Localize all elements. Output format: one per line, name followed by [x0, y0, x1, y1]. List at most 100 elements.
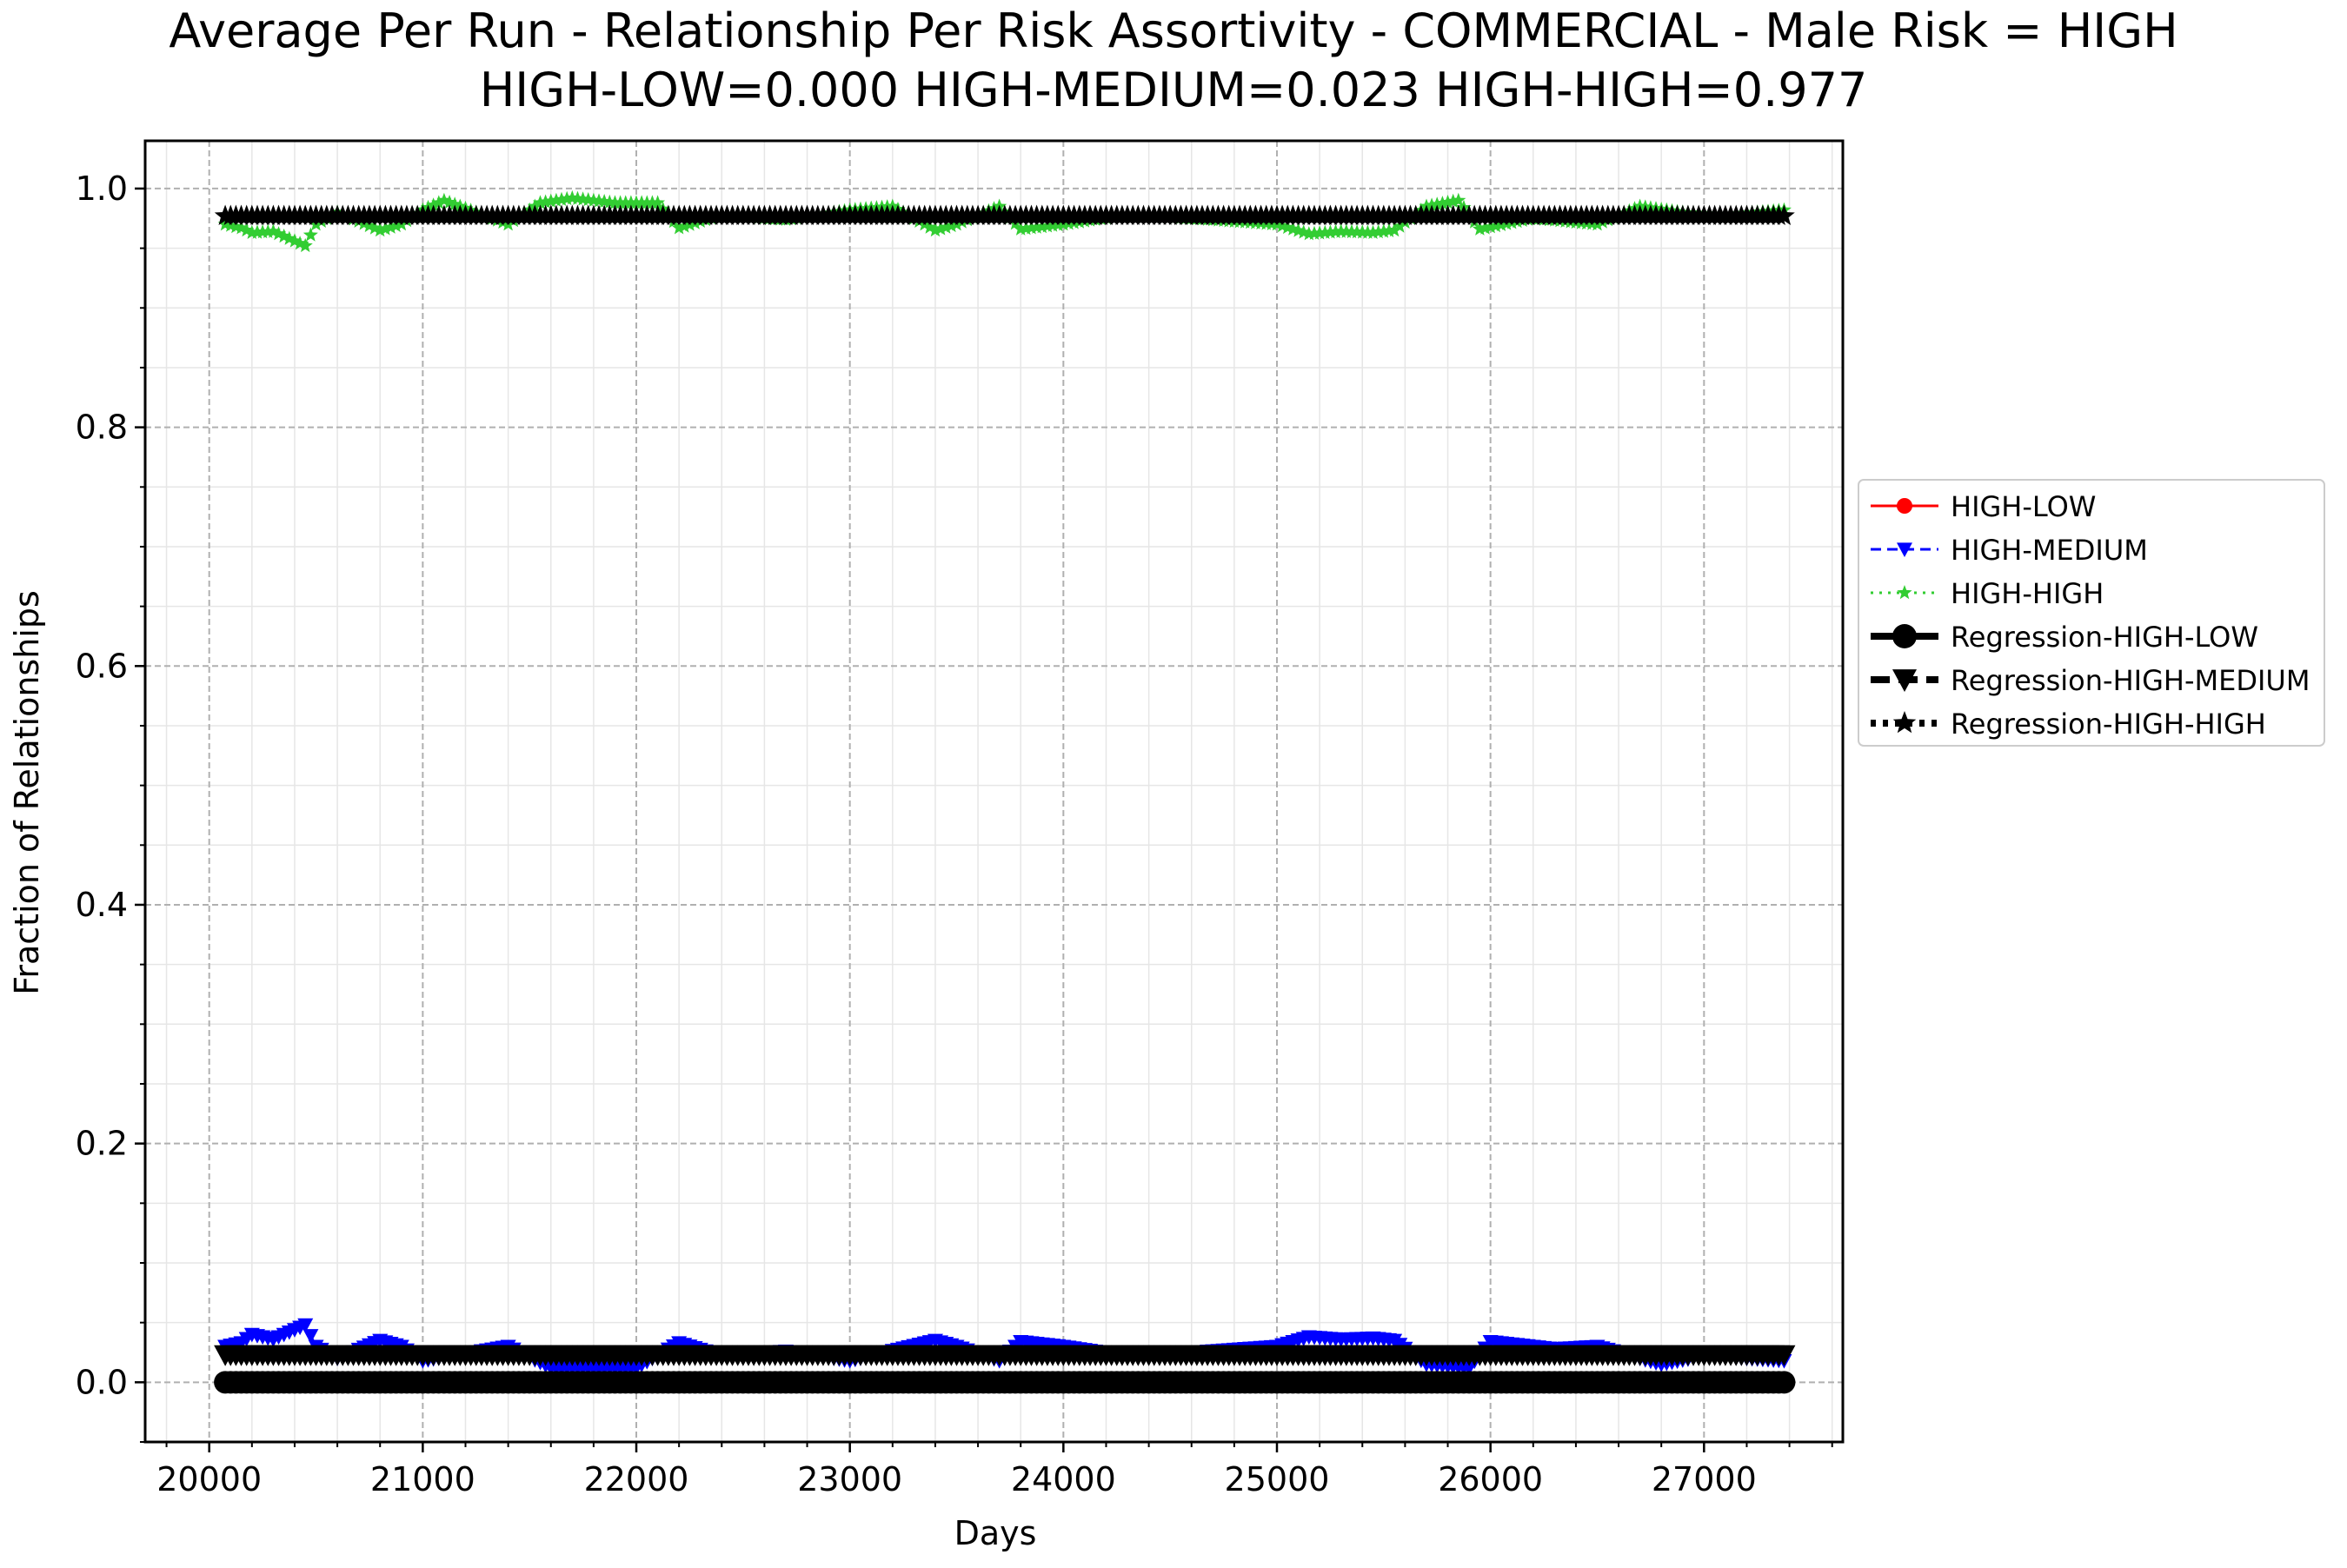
legend-label: Regression-HIGH-HIGH: [1951, 708, 2266, 741]
data-point: [1386, 223, 1402, 237]
series-regression-high-medium: [214, 1345, 1796, 1366]
legend: HIGH-LOW HIGH-MEDIUM HIGH-HIGH Regression-H…: [1858, 479, 2325, 747]
x-tick-label: 20000: [156, 1460, 262, 1498]
data-point: [1040, 218, 1055, 233]
data-point: [1317, 224, 1333, 239]
legend-label: HIGH-LOW: [1951, 490, 2096, 523]
chart-title: Average Per Run - Relationship Per Risk …: [169, 3, 2177, 58]
data-point: [933, 221, 948, 236]
data-point: [1772, 1345, 1796, 1366]
data-point: [532, 195, 548, 209]
data-point: [1472, 221, 1487, 236]
data-point: [1478, 220, 1493, 235]
legend-label: HIGH-MEDIUM: [1951, 534, 2148, 567]
legend-item-high-medium: HIGH-MEDIUM: [1871, 534, 2148, 567]
data-point: [297, 1318, 314, 1333]
data-point: [1371, 224, 1386, 239]
y-tick-label: 0.0: [76, 1363, 128, 1401]
legend-item-high-high: HIGH-HIGH: [1871, 577, 2104, 610]
legend-item-regression-high-high: Regression-HIGH-HIGH: [1871, 708, 2266, 741]
data-point: [447, 196, 462, 211]
data-point: [1440, 195, 1456, 209]
data-point: [676, 218, 692, 233]
axes: 20000 21000 22000 23000 24000 25000 26000 27000…: [76, 169, 1833, 1498]
y-tick-label: 0.6: [76, 647, 128, 685]
data-point: [431, 195, 447, 209]
data-point: [372, 223, 388, 237]
legend-label: Regression-HIGH-MEDIUM: [1951, 664, 2310, 697]
data-point: [1446, 193, 1461, 209]
data-point: [292, 236, 308, 250]
x-tick-label: 23000: [797, 1460, 902, 1498]
legend-box: [1858, 479, 2325, 747]
data-point: [623, 195, 639, 209]
data-point: [389, 217, 404, 233]
data-point: [1306, 225, 1322, 240]
y-tick-label: 0.4: [76, 886, 128, 924]
data-point: [922, 219, 938, 234]
data-point: [436, 192, 452, 207]
data-point: [1483, 219, 1499, 234]
data-point: [1029, 219, 1045, 234]
grid: [145, 141, 1843, 1443]
data-point: [1366, 224, 1381, 239]
data-point: [442, 195, 457, 209]
legend-marker: [1892, 711, 1917, 734]
y-tick-label: 0.8: [76, 409, 128, 447]
x-tick-label: 24000: [1011, 1460, 1116, 1498]
data-point: [1376, 223, 1392, 238]
data-point: [1488, 217, 1504, 233]
data-point: [303, 227, 318, 242]
data-point: [1018, 220, 1034, 236]
data-point: [554, 191, 569, 206]
data-point: [303, 1329, 319, 1344]
data-point: [943, 217, 959, 233]
data-point: [1322, 224, 1338, 239]
data-point: [650, 195, 666, 209]
data-point: [426, 197, 442, 212]
y-axis-label: Fraction of Relationships: [8, 590, 46, 995]
data-point: [382, 219, 399, 234]
data-point: [287, 233, 303, 248]
data-point: [1312, 225, 1327, 240]
legend-item-regression-high-medium: Regression-HIGH-MEDIUM: [1871, 664, 2310, 697]
data-point: [367, 220, 382, 235]
data-point: [234, 220, 249, 235]
plot-frame: [143, 139, 1845, 1444]
data-point: [1451, 192, 1466, 207]
data-point: [276, 228, 292, 243]
legend-item-high-low: HIGH-LOW: [1871, 490, 2096, 523]
data-point: [1429, 196, 1445, 211]
data-point: [297, 237, 313, 253]
data-point: [1013, 221, 1028, 236]
series-regression-high-high: [214, 204, 1795, 225]
plot-series: [214, 189, 1796, 1394]
data-point: [260, 223, 276, 238]
x-tick-label: 25000: [1225, 1460, 1330, 1498]
data-point: [1023, 220, 1040, 235]
data-point: [1034, 218, 1050, 234]
legend-marker: [1892, 669, 1917, 692]
data-point: [938, 219, 954, 234]
data-point: [1328, 223, 1344, 239]
data-point: [255, 224, 270, 239]
chart-subtitle: HIGH-LOW=0.000 HIGH-MEDIUM=0.023 HIGH-HI…: [480, 63, 1868, 117]
data-point: [1772, 1371, 1796, 1394]
data-point: [543, 193, 559, 208]
x-tick-label: 27000: [1652, 1460, 1757, 1498]
data-point: [1434, 196, 1450, 210]
y-tick-label: 1.0: [76, 169, 128, 208]
series-regression-high-low: [214, 1371, 1796, 1394]
legend-marker: [1892, 624, 1917, 648]
legend-label: Regression-HIGH-LOW: [1951, 621, 2258, 654]
y-tick-label: 0.2: [76, 1125, 128, 1163]
data-point: [362, 217, 377, 233]
data-point: [1773, 204, 1795, 225]
legend-label: HIGH-HIGH: [1951, 577, 2104, 610]
x-axis-label: Days: [954, 1514, 1037, 1552]
data-point: [377, 221, 393, 236]
data-point: [538, 194, 554, 209]
legend-item-regression-high-low: Regression-HIGH-LOW: [1871, 621, 2258, 654]
data-point: [559, 190, 575, 206]
x-tick-label: 22000: [584, 1460, 689, 1498]
